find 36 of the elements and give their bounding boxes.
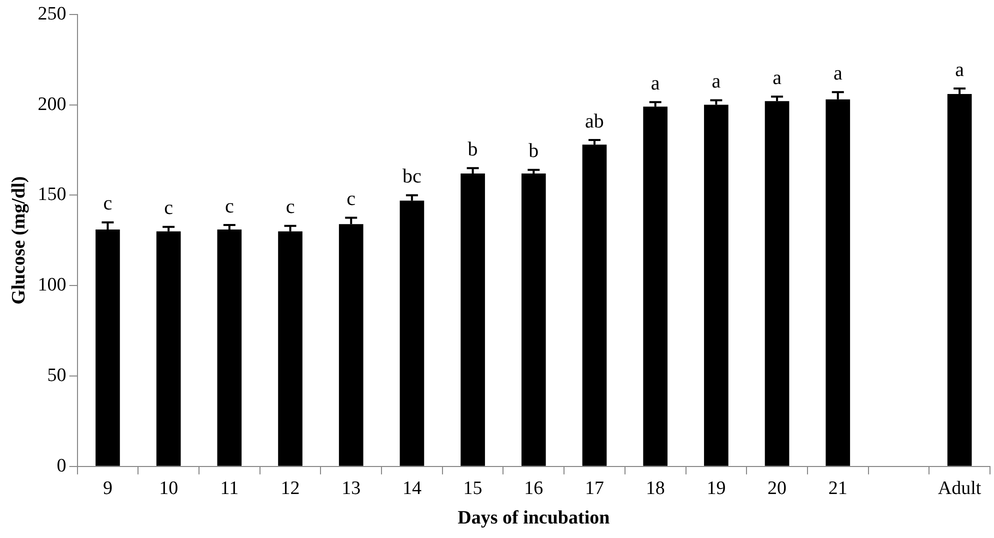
data-label: a (712, 70, 721, 93)
y-tick-label: 50 (47, 364, 66, 386)
x-tick-label: Adult (938, 478, 982, 499)
data-label: a (955, 58, 964, 81)
y-tick-label: 200 (38, 94, 66, 115)
data-label: c (286, 196, 295, 218)
x-tick-label: 16 (524, 478, 544, 499)
data-label: a (772, 66, 782, 89)
data-label: a (833, 62, 842, 84)
x-tick-label: 10 (159, 478, 178, 499)
data-label: b (528, 140, 539, 162)
data-label: c (164, 197, 174, 220)
data-label: bc (402, 165, 422, 188)
data-label: a (650, 72, 660, 94)
data-label: c (103, 192, 112, 215)
y-tick-label: 0 (56, 455, 66, 476)
y-tick-label: 250 (38, 3, 66, 24)
y-tick-label: 150 (38, 184, 66, 206)
x-tick-label: 15 (463, 478, 482, 499)
data-label: b (468, 138, 478, 160)
x-tick-label: 14 (402, 478, 422, 499)
data-label: ab (585, 110, 604, 132)
x-tick-label: 11 (220, 478, 239, 499)
x-tick-label: 13 (342, 478, 361, 499)
y-tick-label: 100 (38, 274, 66, 296)
data-label: c (346, 188, 356, 210)
x-axis-title: Days of incubation (458, 508, 610, 529)
data-label: c (224, 195, 234, 218)
x-tick-label: 9 (102, 478, 112, 499)
x-tick-label: 21 (828, 478, 848, 499)
x-tick-label: 19 (706, 478, 726, 499)
x-tick-label: 18 (646, 478, 665, 499)
x-tick-label: 17 (584, 478, 604, 499)
x-tick-label: 12 (280, 478, 300, 499)
y-axis-title: Glucose (mg/dl) (8, 176, 30, 305)
x-tick-label: 20 (768, 478, 787, 499)
